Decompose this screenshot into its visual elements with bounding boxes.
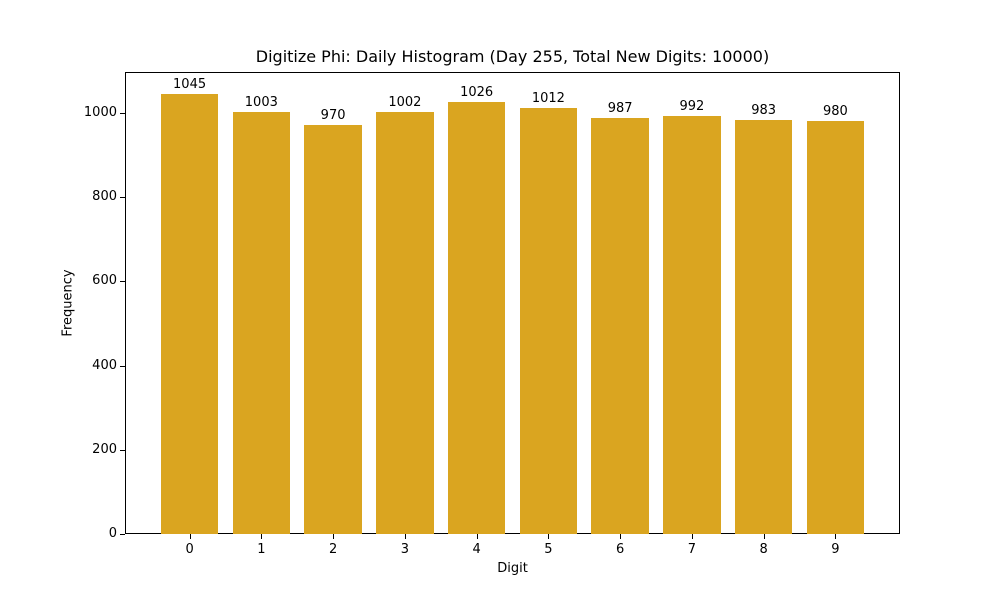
x-tick — [835, 534, 837, 539]
bar-digit-0 — [160, 93, 219, 534]
x-tick-label: 5 — [544, 542, 553, 557]
bar-value-label: 987 — [607, 101, 633, 117]
bar-digit-3 — [376, 112, 434, 534]
x-tick-label: 4 — [472, 542, 481, 557]
bar-digit-8 — [734, 120, 793, 534]
y-tick — [120, 281, 125, 283]
x-tick-label: 7 — [687, 542, 697, 557]
bar-value-label: 1045 — [173, 76, 207, 92]
bar-value-label: 1002 — [388, 95, 422, 110]
x-tick — [189, 534, 191, 539]
y-tick-label: 200 — [92, 441, 117, 457]
x-tick-label: 3 — [400, 542, 409, 557]
x-tick-label: 8 — [759, 542, 768, 557]
bar-value-label: 970 — [320, 108, 346, 124]
x-tick-label: 6 — [615, 542, 625, 557]
x-tick-label: 0 — [185, 542, 194, 557]
bar-value-label: 992 — [679, 99, 705, 115]
x-tick — [404, 534, 406, 539]
y-tick-label: 400 — [92, 357, 117, 373]
x-tick — [691, 534, 693, 539]
x-tick-label: 2 — [328, 542, 338, 557]
bar-value-label: 1012 — [531, 90, 565, 106]
y-tick — [120, 197, 125, 199]
x-tick — [620, 534, 622, 539]
y-tick — [120, 365, 125, 367]
y-tick-label: 1000 — [83, 104, 117, 120]
y-tick — [120, 112, 125, 114]
y-tick-label: 800 — [92, 189, 117, 205]
y-tick-label: 600 — [92, 273, 117, 289]
y-tick-label: 0 — [108, 526, 117, 541]
bar-digit-2 — [304, 125, 362, 534]
x-tick — [261, 534, 263, 539]
plot-area — [125, 72, 900, 534]
y-axis-label: Frequency — [60, 269, 76, 337]
bar-value-label: 983 — [751, 103, 777, 118]
bar-digit-4 — [447, 101, 506, 534]
chart-title: Digitize Phi: Daily Histogram (Day 255, … — [255, 47, 770, 66]
x-tick-label: 9 — [831, 542, 840, 557]
bar-value-label: 980 — [822, 104, 848, 120]
x-tick — [548, 534, 550, 539]
bar-value-label: 1026 — [460, 84, 494, 100]
bar-digit-6 — [591, 118, 649, 534]
bar-digit-7 — [663, 116, 721, 534]
bar-digit-5 — [519, 107, 578, 534]
x-axis-label: Digit — [497, 561, 528, 576]
bar-digit-1 — [232, 111, 291, 534]
y-tick — [120, 449, 125, 451]
bar-value-label: 1003 — [244, 94, 278, 110]
x-tick-label: 1 — [257, 542, 266, 557]
bar-digit-9 — [806, 121, 865, 534]
x-tick — [476, 534, 478, 539]
x-tick — [333, 534, 335, 539]
x-tick — [763, 534, 765, 539]
y-tick — [120, 534, 125, 535]
